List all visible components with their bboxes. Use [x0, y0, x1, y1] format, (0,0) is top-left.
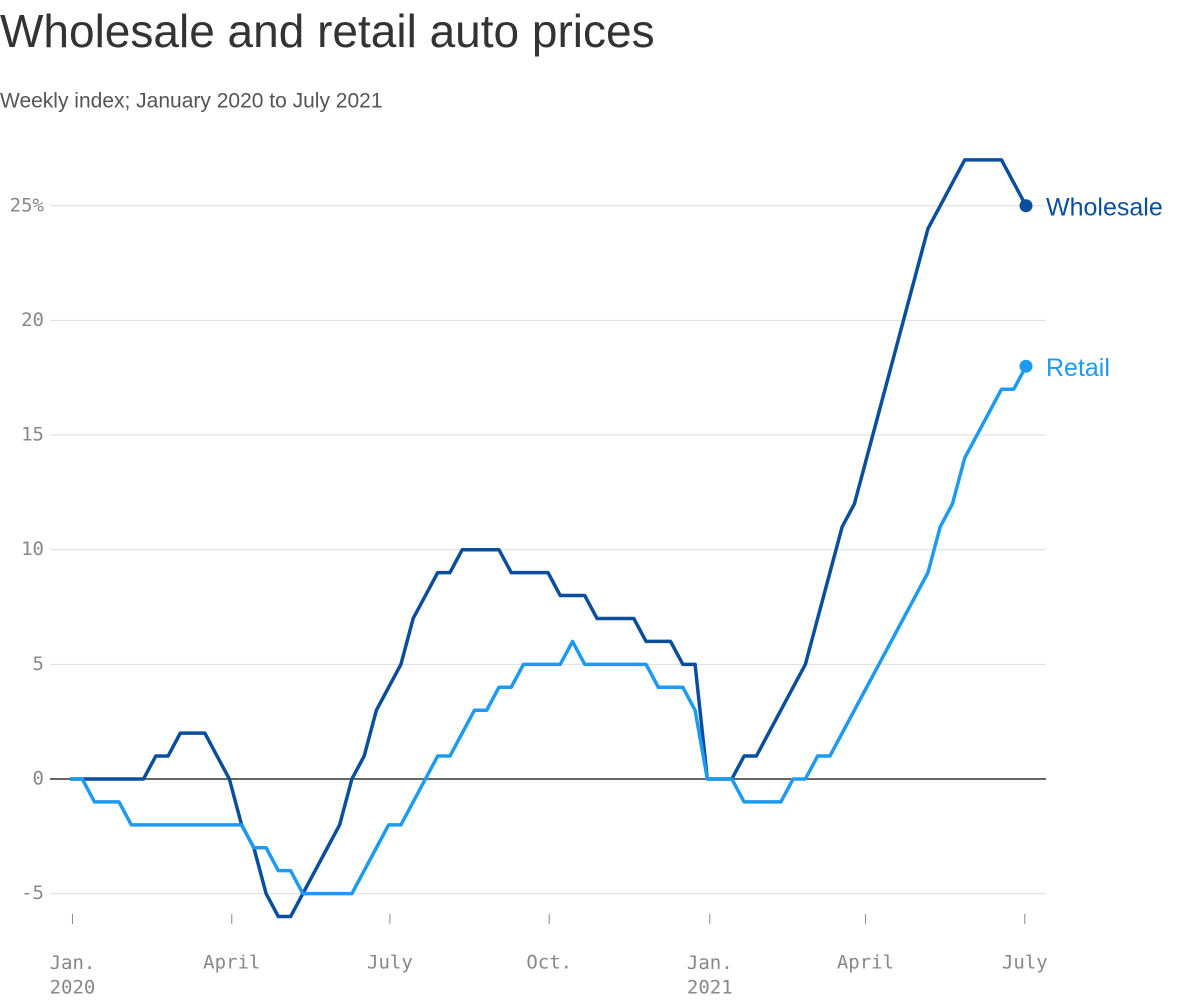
y-tick-label: 5	[33, 653, 44, 675]
x-tick-label: Jan. 2021	[687, 952, 733, 999]
x-tick-label: July	[1002, 952, 1048, 974]
series-label: Retail	[1046, 354, 1110, 382]
y-tick-label: -5	[21, 882, 44, 904]
x-tick-label: Jan. 2020	[50, 952, 96, 999]
x-tick-label: April	[203, 952, 260, 974]
line	[70, 158, 1028, 919]
x-tick-label: April	[837, 952, 894, 974]
line	[70, 365, 1028, 896]
end-dot	[1019, 359, 1033, 373]
end-dot	[1019, 199, 1033, 213]
chart-subtitle: Weekly index; January 2020 to July 2021	[0, 90, 383, 113]
y-tick-label: 0	[33, 767, 44, 789]
x-tick-label: July	[367, 952, 413, 974]
y-tick-label: 10	[21, 538, 44, 560]
x-tick-label: Oct.	[526, 952, 572, 974]
y-tick-label: 20	[21, 309, 44, 331]
chart-title: Wholesale and retail auto prices	[0, 5, 655, 57]
series-label: Wholesale	[1046, 193, 1163, 221]
y-tick-label: 25%	[10, 194, 45, 216]
y-tick-label: 15	[21, 424, 44, 446]
